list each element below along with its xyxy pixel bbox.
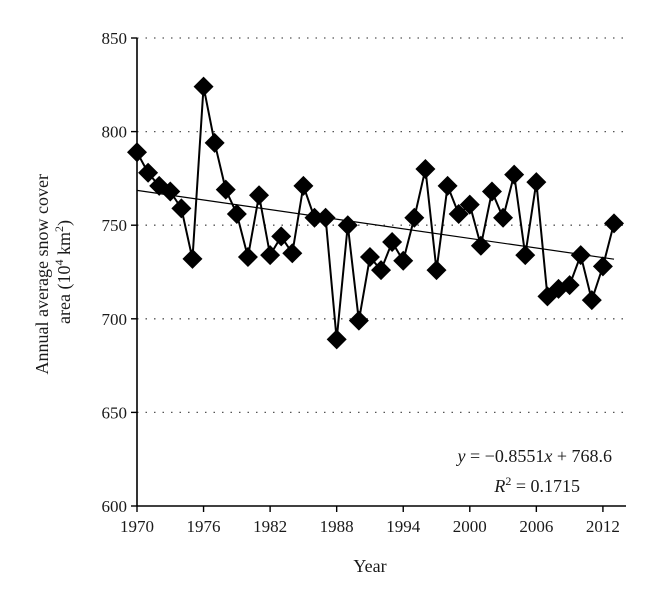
y-tick-label: 650: [102, 403, 128, 422]
regression-equation: y = −0.8551x + 768.6: [456, 446, 612, 466]
data-point-marker: [359, 247, 380, 268]
data-point-marker: [470, 235, 491, 256]
data-point-marker: [415, 159, 436, 180]
y-axis-title-line1: Annual average snow cover: [32, 174, 52, 374]
data-point-marker: [282, 243, 303, 264]
trend-line: [136, 189, 615, 260]
data-point-marker: [260, 245, 281, 266]
data-point-marker: [249, 185, 270, 206]
x-tick-label: 2000: [453, 517, 487, 536]
data-point-marker: [448, 203, 469, 224]
data-point-marker: [581, 290, 602, 311]
y-tick-label: 700: [102, 310, 128, 329]
r-squared-label: R2 = 0.1715: [493, 474, 580, 496]
data-point-marker: [504, 164, 525, 185]
data-point-marker: [426, 260, 447, 281]
x-tick-label: 2012: [586, 517, 620, 536]
data-point-marker: [326, 329, 347, 350]
x-ticks: 1970 1976 1982 1988 1994 2000 2006 2012: [120, 506, 620, 536]
y-axis-title-line2: area (104 km2): [52, 220, 75, 324]
data-point-marker: [215, 179, 236, 200]
data-point-marker: [315, 207, 336, 228]
data-point-marker: [604, 213, 624, 234]
data-point-marker: [237, 247, 258, 268]
data-point-marker: [515, 245, 536, 266]
data-point-marker: [138, 162, 159, 183]
y-tick-label: 750: [102, 216, 128, 235]
data-point-marker: [570, 245, 591, 266]
data-point-marker: [437, 175, 458, 196]
y-tick-label: 800: [102, 123, 128, 142]
data-point-marker: [348, 310, 369, 331]
y-axis-title: Annual average snow cover area (104 km2): [32, 170, 75, 375]
x-axis-title: Year: [353, 556, 386, 576]
data-point-marker: [171, 198, 192, 219]
data-point-marker: [204, 132, 225, 153]
x-tick-label: 2006: [519, 517, 553, 536]
x-tick-label: 1976: [187, 517, 221, 536]
data-point-marker: [271, 226, 292, 247]
data-point-marker: [481, 181, 502, 202]
data-point-marker: [382, 232, 403, 253]
data-point-marker: [371, 260, 392, 281]
data-point-marker: [559, 275, 580, 296]
data-point-marker: [459, 194, 480, 215]
data-point-marker: [226, 203, 247, 224]
data-point-marker: [182, 248, 203, 269]
x-tick-label: 1988: [320, 517, 354, 536]
data-point-marker: [337, 215, 358, 236]
x-tick-label: 1994: [386, 517, 421, 536]
data-point-marker: [393, 250, 414, 271]
series-line: [136, 86, 615, 340]
data-point-marker: [592, 256, 613, 277]
x-tick-label: 1982: [253, 517, 287, 536]
data-point-marker: [493, 207, 514, 228]
data-point-marker: [304, 207, 325, 228]
y-tick-label: 850: [102, 29, 128, 48]
data-point-marker: [404, 207, 425, 228]
data-point-marker: [193, 76, 214, 97]
data-point-marker: [127, 142, 147, 163]
x-tick-label: 1970: [120, 517, 154, 536]
y-ticks: 600 650 700 750 800 850: [102, 29, 137, 516]
data-point-marker: [160, 181, 181, 202]
y-tick-label: 600: [102, 497, 128, 516]
data-markers: [127, 76, 624, 350]
data-point-marker: [526, 172, 547, 193]
data-point-marker: [293, 175, 314, 196]
